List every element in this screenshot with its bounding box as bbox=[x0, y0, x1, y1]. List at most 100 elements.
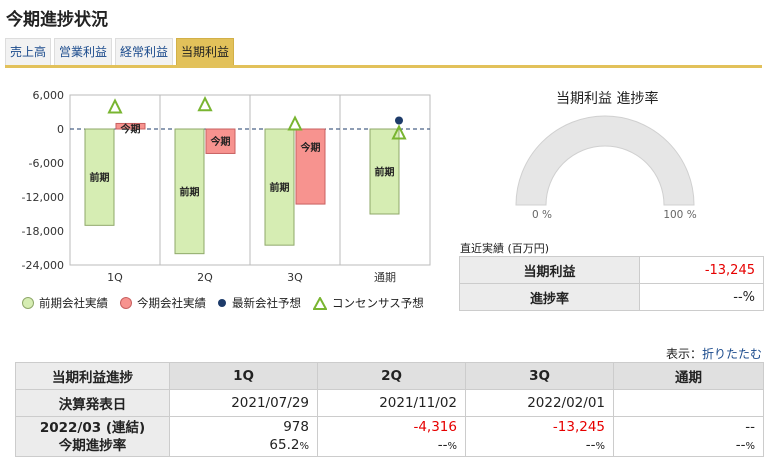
tab-net-profit[interactable]: 当期利益 bbox=[176, 38, 235, 65]
legend-label: 今期会社実績 bbox=[137, 296, 206, 310]
progress-table: 当期利益進捗 1Q 2Q 3Q 通期 決算発表日 2021/07/29 2021… bbox=[15, 362, 764, 457]
table-cell: 2021/07/29 bbox=[169, 389, 318, 417]
y-tick-label: -12,000 bbox=[22, 191, 64, 204]
bar-label: 前期 bbox=[180, 185, 200, 198]
recent-results-label: 直近実績 (百万円) bbox=[460, 242, 550, 255]
legend-label: 前期会社実績 bbox=[39, 296, 108, 310]
y-tick-label: -6,000 bbox=[29, 157, 64, 170]
column-header: 通期 bbox=[613, 362, 764, 390]
progress-value: --% bbox=[614, 436, 755, 456]
metric-tabs: 売上高 営業利益 経常利益 当期利益 bbox=[5, 38, 235, 65]
recent-net-profit-value: -13,245 bbox=[639, 256, 764, 284]
table-header-row: 当期利益進捗 1Q 2Q 3Q 通期 bbox=[15, 362, 764, 390]
consensus-marker bbox=[391, 124, 407, 140]
column-header: 3Q bbox=[465, 362, 614, 390]
x-tick-label: 通期 bbox=[374, 271, 396, 284]
value: 978 bbox=[283, 418, 309, 435]
x-tick-label: 3Q bbox=[287, 271, 303, 284]
legend-swatch bbox=[218, 299, 226, 307]
progress-value: 65.2% bbox=[170, 436, 309, 456]
legend-item: 前期会社実績 bbox=[22, 295, 108, 311]
table-row: 進捗率 --% bbox=[459, 283, 764, 311]
progress-value: --% bbox=[318, 436, 457, 456]
display-toggle: 表示：折りたたむ bbox=[666, 345, 762, 362]
legend-label: 最新会社予想 bbox=[232, 296, 301, 310]
period-label: 2022/03 (連結) bbox=[39, 419, 146, 436]
table-cell: 2021/11/02 bbox=[317, 389, 466, 417]
bar-prior-year bbox=[264, 128, 295, 246]
y-tick-label: -18,000 bbox=[22, 225, 64, 238]
bar-label: 前期 bbox=[270, 181, 290, 194]
chart-legend: 前期会社実績 今期会社実績 最新会社予想 コンセンサス予想 bbox=[22, 295, 436, 311]
triangle-icon bbox=[313, 296, 327, 310]
table-cell: 2022/02/01 bbox=[465, 389, 614, 417]
bar-current-year bbox=[115, 122, 146, 130]
column-header: 1Q bbox=[169, 362, 318, 390]
progress-chart: 6,000 0 -6,000 -12,000 -18,000 -24,000 1Q 2Q 3Q 通… bbox=[22, 89, 431, 284]
x-tick-label: 1Q bbox=[107, 271, 123, 284]
bar-prior-year bbox=[174, 128, 205, 255]
tab-ordinary-profit[interactable]: 経常利益 bbox=[115, 38, 174, 65]
gauge-arc bbox=[515, 115, 695, 206]
collapse-link[interactable]: 折りたたむ bbox=[701, 347, 762, 361]
table-cell: -4,316 --% bbox=[317, 416, 466, 457]
progress-number: 65.2 bbox=[269, 436, 300, 453]
table-cell: -- --% bbox=[613, 416, 764, 457]
consensus-marker bbox=[107, 98, 123, 114]
legend-item: 最新会社予想 bbox=[218, 295, 301, 311]
gauge-title: 当期利益 進捗率 bbox=[556, 91, 659, 107]
bar-label: 前期 bbox=[90, 171, 110, 184]
progress-number: -- bbox=[585, 436, 596, 453]
recent-results-table: 当期利益 -13,245 進捗率 --% bbox=[459, 256, 764, 311]
bar-prior-year bbox=[369, 128, 400, 215]
tab-underline bbox=[5, 65, 762, 68]
forecast-marker bbox=[395, 116, 403, 125]
y-tick-label: 0 bbox=[57, 123, 64, 136]
bar-current-year bbox=[295, 128, 326, 205]
row-header: 当期利益 bbox=[459, 256, 640, 284]
display-label: 表示： bbox=[665, 347, 702, 361]
bar-current-year bbox=[205, 128, 236, 154]
percent-unit: % bbox=[447, 440, 457, 452]
percent-unit: % bbox=[595, 440, 605, 452]
table-cell bbox=[613, 389, 764, 417]
table-row: 2022/03 (連結) 今期進捗率 978 65.2% -4,316 --% … bbox=[15, 416, 764, 457]
legend-swatch bbox=[22, 297, 34, 309]
percent-unit: % bbox=[745, 440, 755, 452]
column-header: 当期利益進捗 bbox=[15, 362, 170, 390]
bar-label: 今期 bbox=[300, 141, 321, 154]
consensus-marker bbox=[197, 95, 213, 112]
percent-unit: % bbox=[299, 440, 309, 452]
bar-label: 今期 bbox=[210, 135, 231, 148]
y-tick-label: -24,000 bbox=[22, 259, 64, 272]
bar-label: 前期 bbox=[375, 166, 395, 179]
table-row: 決算発表日 2021/07/29 2021/11/02 2022/02/01 bbox=[15, 389, 764, 417]
progress-number: -- bbox=[735, 436, 746, 453]
progress-number: -- bbox=[437, 436, 448, 453]
progress-value: --% bbox=[466, 436, 605, 456]
value: -- bbox=[745, 418, 755, 435]
consensus-marker bbox=[287, 115, 303, 131]
legend-label: コンセンサス予想 bbox=[332, 296, 424, 310]
row-header: 進捗率 bbox=[459, 283, 640, 311]
value: -4,316 bbox=[413, 418, 457, 435]
page-title: 今期進捗状況 bbox=[6, 10, 108, 30]
progress-label: 今期進捗率 bbox=[58, 437, 127, 454]
column-header: 2Q bbox=[317, 362, 466, 390]
table-cell: 978 65.2% bbox=[169, 416, 318, 457]
value: -13,245 bbox=[552, 418, 605, 435]
bar-label: 今期 bbox=[120, 122, 141, 135]
gauge-min-label: 0 % bbox=[532, 209, 552, 221]
gauge-max-label: 100 % bbox=[663, 209, 696, 221]
tab-operating-profit[interactable]: 営業利益 bbox=[54, 38, 113, 65]
table-row: 当期利益 -13,245 bbox=[459, 256, 764, 284]
legend-item: 今期会社実績 bbox=[120, 295, 206, 311]
legend-swatch bbox=[120, 297, 132, 309]
y-tick-label: 6,000 bbox=[33, 89, 65, 102]
tab-sales[interactable]: 売上高 bbox=[5, 38, 52, 65]
row-header: 決算発表日 bbox=[15, 389, 170, 417]
x-tick-label: 2Q bbox=[197, 271, 213, 284]
progress-gauge: 0 % 100 % bbox=[515, 115, 697, 221]
bar-prior-year bbox=[84, 128, 115, 226]
recent-progress-value: --% bbox=[639, 283, 764, 311]
